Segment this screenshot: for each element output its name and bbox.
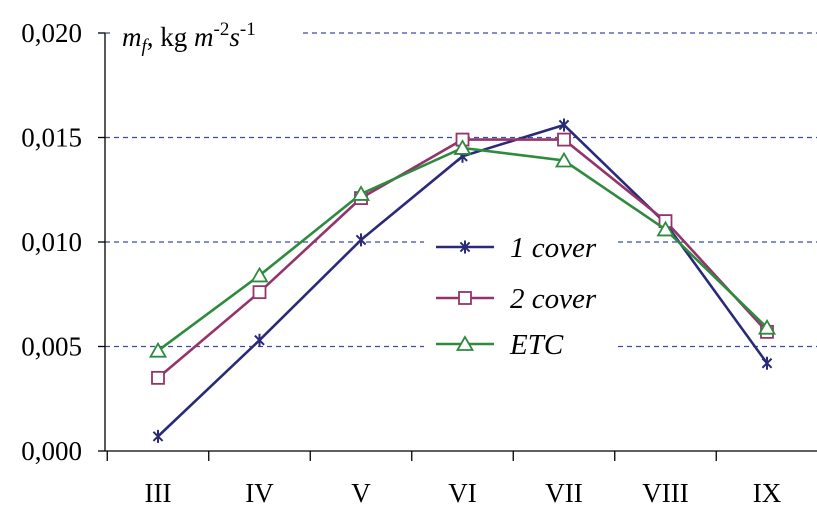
data-point-etc-viii [656, 220, 675, 237]
legend: 1 cover 2 cover ETC [436, 232, 597, 361]
legend-label-etc: ETC [509, 329, 564, 361]
data-series [148, 118, 777, 443]
y-axis-title-unit-m: m [194, 22, 214, 52]
data-point-etc-vii [554, 151, 574, 168]
data-point-2-cover-vii [557, 132, 571, 147]
x-tick-label-iii: III [145, 478, 172, 505]
data-point-1-cover-iii [152, 429, 164, 443]
legend-label-2-cover: 2 cover [510, 283, 597, 315]
data-point-1-cover-v [355, 233, 367, 247]
y-axis-title-subscript: f [142, 36, 150, 57]
y-axis-title: mf, kg m-2s-1 [122, 19, 256, 57]
x-tick-label-iv: IV [245, 478, 274, 505]
data-point-etc-iii [148, 341, 168, 358]
x-axis-ticks: III IV V VI VII VIII IX [106, 451, 782, 505]
y-axis-title-background [112, 18, 300, 58]
legend-marker-1-cover [459, 240, 471, 254]
y-axis-title-unit-s: s [229, 22, 240, 52]
data-point-etc-ix [757, 318, 777, 335]
y-axis-title-symbol: m [122, 22, 142, 52]
y-tick-label-1: 0,005 [21, 332, 82, 362]
y-axis-ticks: 0,000 0,005 0,010 0,015 0,020 [21, 18, 105, 466]
series-etc [148, 139, 777, 358]
x-tick-label-vi: VI [448, 478, 477, 505]
y-tick-label-3: 0,015 [21, 123, 82, 153]
data-point-etc-v [351, 185, 371, 201]
y-axis-title-exponent-s: -1 [240, 19, 256, 40]
y-axis-title-exponent-m: -2 [214, 19, 230, 40]
data-point-1-cover-ix [761, 356, 773, 370]
legend-marker-etc [455, 335, 475, 351]
y-tick-label-0: 0,000 [21, 436, 82, 466]
x-tick-label-ix: IX [753, 478, 782, 505]
x-tick-label-v: V [351, 478, 371, 505]
data-point-2-cover-iv [252, 285, 267, 300]
y-axis-title-comma: , [147, 22, 154, 52]
data-point-etc-iv [250, 266, 269, 283]
y-axis-title-unit-kg: kg [154, 22, 195, 52]
y-tick-label-2: 0,010 [21, 227, 82, 257]
y-tick-label-4: 0,020 [21, 18, 82, 48]
legend-label-1-cover: 1 cover [510, 232, 597, 264]
data-point-1-cover-iv [254, 333, 265, 347]
data-point-etc-vi [453, 139, 472, 155]
legend-marker-2-cover [458, 291, 472, 305]
x-tick-label-viii: VIII [642, 478, 688, 505]
data-point-2-cover-iii [151, 370, 165, 385]
x-tick-label-vii: VII [545, 478, 582, 505]
data-point-1-cover-vii [558, 118, 570, 132]
